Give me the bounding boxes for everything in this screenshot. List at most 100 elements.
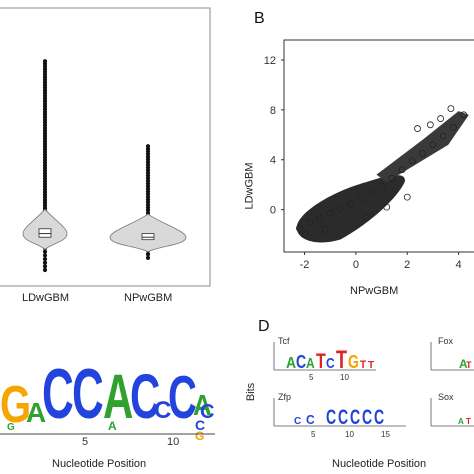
logo-c-minor-letter: G — [7, 422, 15, 433]
scatter-density-core — [296, 175, 405, 243]
scatter-point — [447, 105, 455, 112]
logo-c-letter: C — [42, 356, 74, 434]
logo-c-minor-letter: G — [195, 429, 204, 443]
zfp-tick-5: 5 — [311, 430, 316, 439]
violin-outlier-dot — [42, 256, 48, 262]
fox-letter: A — [459, 357, 468, 371]
zfp-letter: C — [350, 405, 360, 429]
logo-c-letter: C — [168, 364, 197, 431]
scatter-point — [388, 175, 396, 182]
violin-body — [109, 213, 187, 253]
scatter-xtick-label: 4 — [456, 259, 462, 271]
scatter-point — [450, 123, 457, 131]
violin-group-2 — [109, 144, 187, 260]
tcf-letter: G — [348, 352, 359, 372]
scatter-point — [316, 214, 324, 222]
tcf-letter: A — [286, 355, 296, 372]
logo-c-tick-5: 5 — [82, 436, 89, 448]
violin-group-1 — [22, 59, 68, 273]
violin-plot — [0, 7, 211, 287]
scatter-point — [301, 231, 308, 238]
logo-c-letter: C — [200, 401, 214, 423]
scatter-point — [337, 204, 344, 212]
scatter-point — [296, 224, 303, 232]
logo-c-letter: C — [154, 397, 171, 424]
tcf-tick-10: 10 — [340, 373, 349, 382]
scatter-point — [357, 194, 365, 202]
zfp-letter: C — [326, 405, 336, 429]
tcf-letter: T — [368, 360, 374, 371]
violin-outlier-dot — [145, 255, 151, 260]
motif-name-tcf: Tcf — [278, 336, 290, 346]
violin-outlier-dot — [42, 59, 48, 64]
scatter-point — [398, 166, 406, 174]
scatter-point — [426, 121, 434, 129]
logo-c-letter: G — [0, 375, 31, 433]
scatter-xlabel: NPwGBM — [350, 285, 399, 297]
scatter-point — [383, 203, 391, 211]
logo-c-letter: A — [26, 397, 46, 428]
zfp-letter: C — [338, 405, 348, 429]
zfp-letter: C — [294, 416, 301, 427]
tcf-tick-5: 5 — [309, 373, 314, 382]
scatter-xtick-label: -2 — [300, 259, 310, 271]
scatter-point — [321, 226, 329, 233]
scatter-ytick-label: 12 — [264, 55, 276, 67]
violin-outlier-dot — [42, 249, 48, 254]
logo-c-letter: C — [72, 356, 104, 434]
scatter-point — [326, 209, 334, 217]
tcf-letter: A — [306, 355, 315, 371]
motif-name-sox: Sox — [438, 392, 454, 402]
tcf-letter: C — [296, 352, 306, 372]
scatter-point — [408, 157, 416, 165]
scatter-xtick-label: 0 — [353, 259, 359, 271]
scatter-point — [367, 188, 375, 196]
scatter-panel: 0 4 8 12 -2 0 2 4 NPwGBM LDwGBM — [236, 30, 474, 320]
scatter-ytick-label: 0 — [270, 205, 276, 217]
violin-outlier-dot — [145, 252, 151, 257]
scatter-point — [437, 115, 445, 122]
tcf-letter: C — [326, 355, 335, 371]
violin-outlier-dot — [42, 253, 48, 258]
tcf-letter: T — [316, 349, 326, 373]
violin-outlier-dot — [42, 260, 48, 265]
scatter-point — [306, 218, 314, 226]
logo-d-letters: A C A T C T G T T ATC C C C C C C A T — [273, 342, 474, 429]
scatter-point — [439, 132, 447, 140]
scatter-point — [362, 213, 370, 221]
scatter-point — [378, 182, 385, 190]
logo-c-xlabel: Nucleotide Position — [52, 458, 147, 470]
violin-outlier-dot — [145, 144, 151, 149]
sox-letter: T — [466, 417, 471, 426]
scatter-point — [347, 199, 355, 207]
scatter-xtick-label: 2 — [404, 259, 410, 271]
zfp-letter: C — [306, 412, 315, 427]
logo-d-xlabel: Nucleotide Position — [332, 458, 427, 470]
scatter-plot: 0 4 8 12 -2 0 2 4 — [264, 39, 474, 271]
scatter-point — [419, 150, 427, 157]
violin-panel: LDwGBM NPwGBM — [0, 0, 215, 320]
scatter-ylabel: LDwGBM — [243, 162, 256, 210]
violin-outlier-dot — [42, 264, 48, 269]
logo-c-minor-letter: C — [195, 417, 205, 433]
violin-box — [141, 233, 155, 241]
logo-c-letter: A — [193, 389, 212, 421]
violin-frame — [0, 7, 211, 287]
scatter-point — [414, 125, 421, 132]
scatter-density-tail — [376, 111, 469, 183]
scatter-ytick-label: 4 — [270, 155, 276, 167]
panel-d-letter: D — [258, 318, 270, 335]
sox-letter: A — [458, 417, 464, 426]
logo-c-minor-letter: A — [108, 419, 117, 433]
tcf-letter: T — [360, 359, 367, 372]
logo-c-letter: C — [130, 363, 160, 432]
scatter-point — [429, 141, 437, 149]
violin-outlier-dot — [42, 267, 48, 273]
zfp-letter: C — [362, 405, 372, 429]
zfp-tick-10: 10 — [345, 430, 354, 439]
motif-name-fox: Fox — [438, 336, 454, 346]
tcf-letter: T — [336, 345, 348, 374]
